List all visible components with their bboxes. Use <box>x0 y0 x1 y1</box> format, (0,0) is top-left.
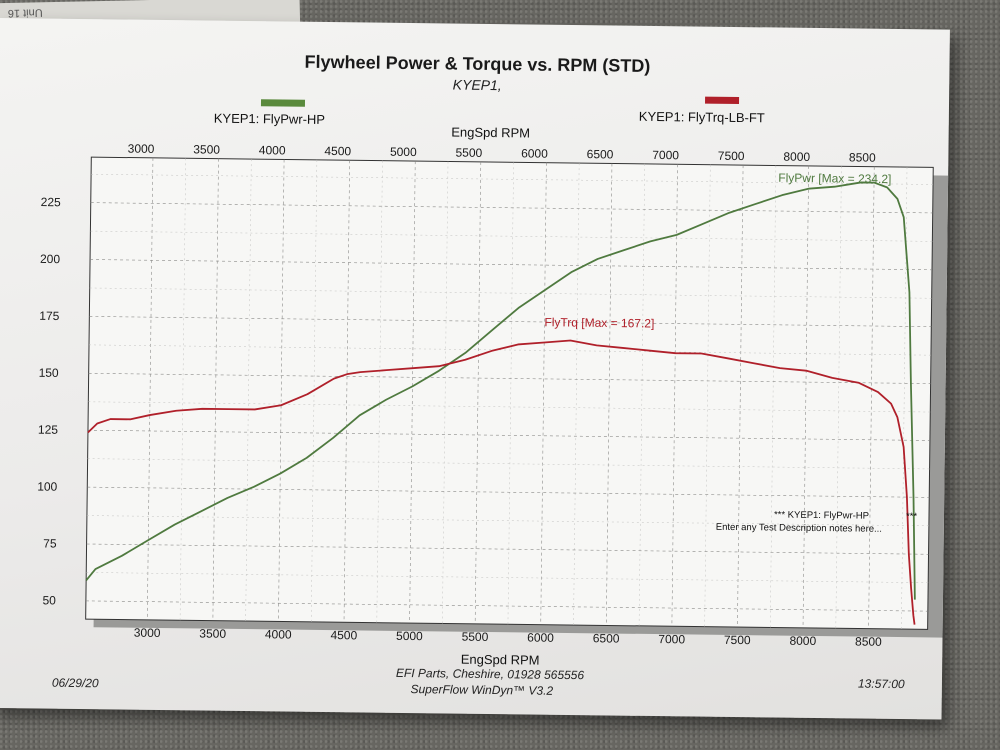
torque-max-annotation: FlyTrq [Max = 167.2] <box>544 315 654 330</box>
grid-lines <box>85 157 934 630</box>
x-tick-label: 7500 <box>724 633 751 647</box>
grid-line-y-minor <box>91 173 934 185</box>
grid-line-x <box>278 159 285 622</box>
x-tick-label-top: 7000 <box>652 148 679 162</box>
x-tick-label-top: 5000 <box>390 145 417 159</box>
legend-swatch-power <box>260 99 306 107</box>
grid-line-y-minor <box>86 515 929 527</box>
legend-label-power: KYEP1: FlyPwr-HP <box>214 111 325 127</box>
y-tick-label: 200 <box>40 252 61 266</box>
y-tick-label: 50 <box>42 593 56 607</box>
legend-swatch-torque <box>705 96 740 105</box>
grid-line-x <box>671 164 678 627</box>
x-tick-label-top: 4500 <box>324 144 351 158</box>
grid-line-y <box>87 486 930 498</box>
x-tick-label-top: 3000 <box>128 142 155 156</box>
grid-line-x-minor <box>442 161 449 624</box>
x-tick-label: 6000 <box>527 630 554 644</box>
grid-line-x-minor <box>245 159 252 622</box>
dyno-chart: Flywheel Power & Torque vs. RPM (STD) KY… <box>37 52 950 698</box>
grid-line-x <box>474 161 482 624</box>
grid-line-y-minor <box>86 572 929 583</box>
y-tick-label: 150 <box>39 366 60 380</box>
note-line-2: Enter any Test Description notes here... <box>716 522 882 535</box>
grid-line-x-minor <box>835 166 842 629</box>
grid-line-x-minor <box>507 162 514 625</box>
x-tick-label-top: 5500 <box>455 146 482 160</box>
grid-line-y-minor <box>87 458 930 470</box>
tick-labels: 3000 3000 3500 3500 4000 4000 4500 4500 5000 5000… <box>37 142 882 649</box>
grid-line-y <box>89 316 932 328</box>
torque-series-line <box>87 339 916 625</box>
grid-line-x <box>147 157 154 620</box>
grid-line-x-minor <box>769 165 777 628</box>
y-tick-label: 175 <box>39 309 60 323</box>
x-tick-label: 3000 <box>134 626 161 640</box>
grid-line-y-minor <box>89 344 931 356</box>
grid-line-x-minor <box>704 164 711 627</box>
x-tick-label: 6500 <box>593 631 620 645</box>
x-tick-label-top: 8500 <box>849 150 876 164</box>
x-tick-label-top: 3500 <box>193 142 220 156</box>
footer-date: 06/29/20 <box>52 676 99 691</box>
chart-title: Flywheel Power & Torque vs. RPM (STD) <box>305 52 651 76</box>
grid-line-y <box>85 600 928 612</box>
grid-line-x <box>343 160 350 623</box>
grid-line-x <box>868 166 875 629</box>
x-tick-label-top: 4000 <box>259 143 286 157</box>
x-tick-label-top: 6000 <box>521 146 548 160</box>
x-tick-label: 8000 <box>789 634 816 648</box>
x-axis-label-top: EngSpd RPM <box>451 125 530 141</box>
note-line-1: *** KYEP1: FlyPwr-HP <box>774 509 869 521</box>
legend-label-torque: KYEP1: FlyTrq-LB-FT <box>639 109 765 126</box>
grid-line-x <box>409 161 416 624</box>
grid-line-x-minor <box>638 163 645 626</box>
background-sheet-text: Unit 16 <box>7 6 43 19</box>
power-max-annotation: FlyPwr [Max = 234.2] <box>778 171 891 186</box>
x-tick-label: 3500 <box>199 626 226 640</box>
footer-company: EFI Parts, Cheshire, 01928 565556 <box>396 666 585 682</box>
x-tick-label-top: 8000 <box>783 150 810 164</box>
grid-line-x-minor <box>573 163 580 626</box>
series-lines <box>85 181 916 625</box>
y-tick-label: 75 <box>43 536 57 550</box>
x-tick-label: 8500 <box>855 634 882 648</box>
plot-area <box>85 156 934 630</box>
note-mark: *** <box>906 511 918 522</box>
dyno-printout: Flywheel Power & Torque vs. RPM (STD) KY… <box>0 18 950 720</box>
footer-software: SuperFlow WinDyn™ V3.2 <box>410 682 553 698</box>
grid-line-y-minor <box>89 287 932 299</box>
grid-line-x <box>802 165 809 628</box>
grid-line-y <box>86 543 929 555</box>
x-tick-label: 7000 <box>658 632 685 646</box>
x-tick-label: 4000 <box>265 627 292 641</box>
x-tick-label: 5500 <box>462 630 489 644</box>
y-tick-label: 225 <box>41 195 62 209</box>
grid-line-y <box>88 373 931 384</box>
y-tick-label: 125 <box>38 423 59 437</box>
x-tick-label-top: 7500 <box>718 149 745 163</box>
power-series-line <box>85 181 916 600</box>
x-tick-label-top: 6500 <box>587 147 614 161</box>
footer-time: 13:57:00 <box>858 677 905 692</box>
grid-line-x-minor <box>179 158 186 621</box>
grid-line-x <box>737 165 744 628</box>
grid-line-y-minor <box>90 230 933 242</box>
chart-subtitle: KYEP1, <box>453 77 502 94</box>
grid-line-y <box>90 202 933 214</box>
grid-line-y <box>90 259 932 271</box>
x-tick-label: 5000 <box>396 629 423 643</box>
x-axis-label: EngSpd RPM <box>461 652 540 668</box>
grid-line-x <box>540 162 547 625</box>
grid-line-x <box>212 158 219 621</box>
x-tick-label: 4500 <box>330 628 357 642</box>
grid-line-x-minor <box>376 160 383 623</box>
grid-line-y <box>87 429 930 441</box>
grid-line-y-minor <box>88 401 931 413</box>
y-tick-label: 100 <box>37 479 58 493</box>
